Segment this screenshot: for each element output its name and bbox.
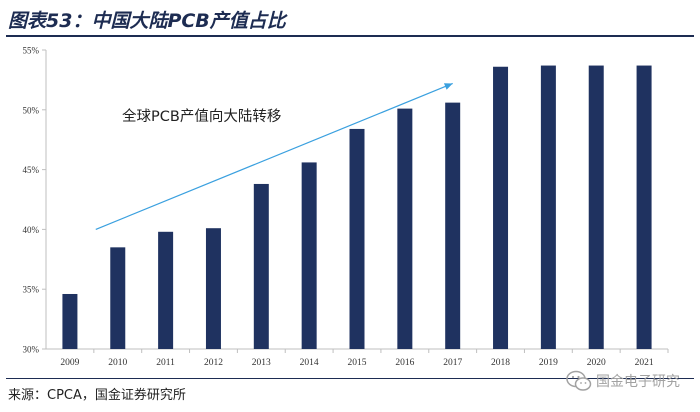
- trend-arrow-head: [443, 83, 453, 90]
- x-tick-label: 2013: [252, 358, 271, 368]
- watermark-text: 国金电子研究: [596, 374, 680, 390]
- bar-2020: [588, 65, 604, 349]
- y-tick-label: 45%: [23, 165, 40, 175]
- x-tick-label: 2016: [395, 358, 414, 368]
- bar-2011: [158, 231, 174, 349]
- x-tick-label: 2011: [156, 358, 175, 368]
- annotation-text: 全球PCB产值向大陆转移: [122, 107, 281, 125]
- bar-2019: [540, 65, 556, 349]
- watermark: 国金电子研究: [566, 370, 680, 392]
- x-tick-label: 2010: [108, 358, 127, 368]
- x-tick-label: 2014: [300, 358, 319, 368]
- x-axis-labels: 2009 2010 2011 2012 2013 2014 2015 2016 2017 2018…: [60, 358, 653, 368]
- x-tick-label: 2012: [204, 358, 223, 368]
- bar-2012: [205, 228, 221, 349]
- chart-bars: [62, 65, 652, 350]
- footer-rule: [6, 378, 694, 379]
- wechat-icon: [566, 370, 592, 391]
- bar-2021: [636, 65, 652, 349]
- x-tick-label: 2021: [635, 358, 654, 368]
- y-tick-label: 50%: [23, 105, 40, 115]
- bar-2014: [301, 162, 317, 349]
- x-tick-label: 2017: [443, 358, 462, 368]
- x-tick-label: 2015: [348, 358, 367, 368]
- bar-2009: [62, 293, 78, 349]
- x-tick-label: 2019: [539, 358, 558, 368]
- bar-2015: [349, 128, 365, 349]
- bar-2010: [110, 247, 126, 349]
- y-tick-label: 40%: [23, 225, 40, 235]
- x-tick-label: 2009: [60, 358, 79, 368]
- source-note: 来源：CPCA，国金证券研究所: [8, 388, 186, 403]
- chart-title: 图表53：中国大陆PCB产值占比: [8, 10, 286, 32]
- trend-annotation: 全球PCB产值向大陆转移: [95, 82, 453, 230]
- y-axis-labels: 30% 35% 40% 45% 50% 55%: [23, 46, 40, 355]
- bar-2016: [397, 108, 413, 349]
- bar-2017: [445, 102, 461, 350]
- y-tick-label: 55%: [23, 46, 40, 56]
- title-underline: [6, 35, 694, 37]
- bar-2018: [493, 66, 509, 349]
- x-tick-label: 2020: [587, 358, 606, 368]
- bar-2013: [253, 183, 269, 349]
- trend-arrow-line: [95, 82, 453, 230]
- x-tick-label: 2018: [491, 358, 510, 368]
- y-tick-label: 30%: [23, 345, 40, 355]
- y-tick-label: 35%: [23, 285, 40, 295]
